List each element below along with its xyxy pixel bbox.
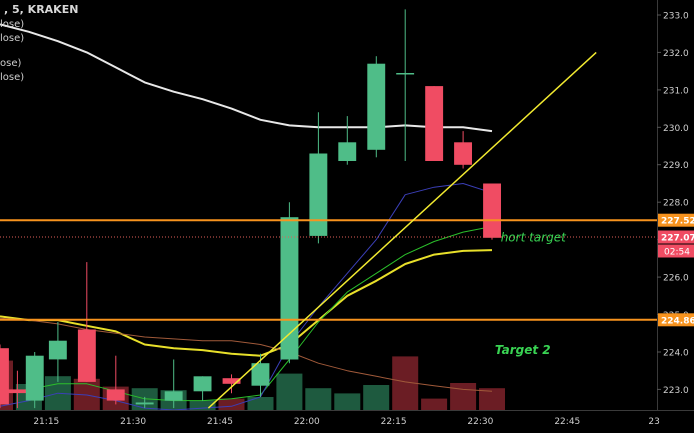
volume-bar-7 [189,400,216,410]
time-tick-label-7: 23 [648,417,659,427]
current-price-label: 227.07 [661,234,694,244]
candle-body-14 [367,63,386,150]
current-price-label-box [658,230,694,244]
candle-body-3 [48,340,67,360]
volume-bar-15 [421,398,448,410]
candles-layer [0,9,501,409]
volume-bar-10 [276,373,303,410]
candle-body-1 [8,389,27,394]
countdown-label-box [658,244,694,258]
symbol-title: , 5, KRAKEN [4,3,78,16]
legend-line-3: ose) [0,58,21,69]
time-tick-label-6: 22:45 [554,417,580,427]
candle-body-18 [483,183,501,238]
moving-average-line-1 [0,249,493,357]
candle-body-15 [396,73,415,75]
legend-line-2: lose) [0,33,24,44]
price-labels: 227.52 224.86 227.07 02:54 [658,213,694,327]
candle-body-4 [77,329,96,382]
moving-average-line-0 [0,23,493,133]
price-tick-label-5: 228.0 [663,199,689,209]
levels-layer [0,51,657,409]
time-axis[interactable]: 21:15 21:30 21:45 22:00 22:15 22:30 22:45 23 [33,417,659,427]
volume-bar-11 [305,388,332,410]
level-price-label-0: 227.52 [661,217,694,227]
annotations-layer: hort target Target 2 [495,231,567,357]
price-tick-label-1: 224.0 [663,349,689,359]
candle-body-8 [193,376,212,392]
candle-body-9 [222,378,241,384]
level-price-label-1: 224.86 [661,316,694,326]
candle-body-5 [106,389,125,401]
moving-average-line-4 [0,317,493,392]
legend-line-4: lose) [0,72,24,83]
price-tick-label-6: 229.0 [663,161,689,171]
candle-body-2 [25,355,44,401]
time-tick-label-0: 21:15 [33,417,59,427]
price-tick-label-3: 226.0 [663,274,689,284]
price-tick-label-0: 223.0 [663,386,689,396]
time-tick-label-2: 21:45 [207,417,233,427]
time-tick-label-3: 22:00 [294,417,320,427]
annotation-label-1: Target 2 [495,343,551,357]
level-price-label-0-box [658,213,694,227]
volume-bar-12 [334,393,361,410]
candle-body-16 [425,86,444,161]
candle-body-7 [164,391,183,401]
countdown-label: 02:54 [664,248,690,258]
level-price-label-1-box [658,313,694,327]
time-tick-label-5: 22:30 [467,417,493,427]
chart-header: , 5, KRAKEN lose) lose) ose) lose) [0,3,78,83]
trend-line [207,51,597,409]
moving-average-line-3 [0,183,493,411]
price-tick-label-10: 233.0 [663,12,689,22]
moving-average-layer [0,23,493,411]
candle-body-0 [0,348,9,405]
moving-average-line-2 [0,226,493,402]
candle-body-6 [135,402,154,405]
price-tick-label-7: 230.0 [663,124,689,134]
volume-bar-9 [247,397,274,410]
candle-body-13 [338,142,357,161]
time-tick-label-4: 22:15 [381,417,407,427]
candle-body-11 [280,217,299,360]
volume-bar-13 [363,385,390,410]
annotation-label-0: hort target [501,231,567,245]
candle-body-12 [309,153,328,236]
time-tick-label-1: 21:30 [120,417,146,427]
candle-body-17 [454,142,472,165]
volume-bar-16 [450,383,477,410]
volume-bar-17 [479,388,505,410]
legend-line-1: lose) [0,19,24,30]
candle-body-10 [251,363,270,386]
price-tick-label-9: 232.0 [663,49,689,59]
price-tick-label-8: 231.0 [663,86,689,96]
volume-bar-8 [218,398,245,410]
